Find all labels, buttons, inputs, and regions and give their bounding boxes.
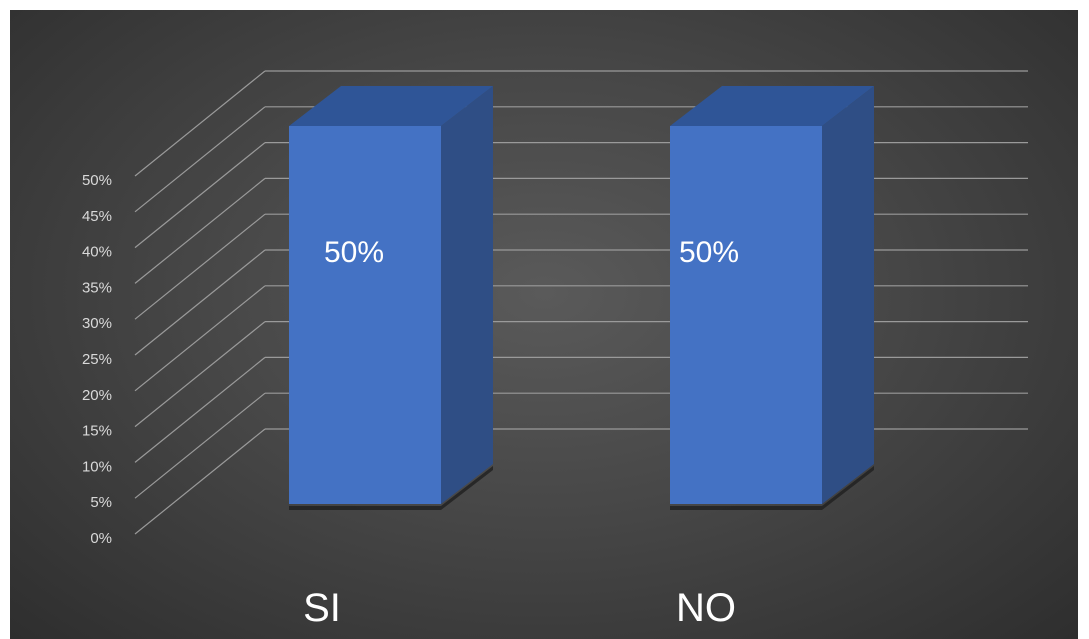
y-tick-label: 40% bbox=[82, 244, 112, 261]
plot-area bbox=[10, 10, 1078, 639]
gridline-side bbox=[134, 177, 266, 284]
gridline-side bbox=[134, 392, 266, 499]
gridline-side bbox=[134, 356, 266, 463]
gridline-side bbox=[134, 142, 266, 249]
y-tick-label: 30% bbox=[82, 315, 112, 332]
data-label: 50% bbox=[324, 236, 384, 269]
gridline-side bbox=[134, 249, 266, 356]
gridline-side bbox=[134, 213, 266, 320]
y-tick-label: 10% bbox=[82, 458, 112, 475]
bar-front-face bbox=[670, 126, 822, 504]
y-tick-label: 25% bbox=[82, 351, 112, 368]
y-tick-label: 45% bbox=[82, 208, 112, 225]
gridline-side bbox=[134, 70, 266, 177]
bar-side-face bbox=[822, 86, 874, 504]
y-tick-label: 20% bbox=[82, 387, 112, 404]
gridlines bbox=[134, 70, 1028, 535]
y-tick-label: 35% bbox=[82, 279, 112, 296]
gridline-side bbox=[134, 321, 266, 428]
y-tick-label: 0% bbox=[90, 530, 112, 547]
bar-front-face bbox=[289, 126, 441, 504]
y-tick-label: 15% bbox=[82, 423, 112, 440]
y-axis-ticks: 0% 5% 10% 15% 20% 25% 30% 35% 40% 45% 50% bbox=[82, 172, 112, 547]
y-tick-label: 50% bbox=[82, 172, 112, 189]
bar-top-face bbox=[289, 86, 493, 126]
bar-side-face bbox=[441, 86, 493, 504]
gridline-side bbox=[134, 428, 266, 535]
category-label-no: NO bbox=[676, 586, 736, 630]
bar-no bbox=[670, 86, 874, 510]
gridline-side bbox=[134, 285, 266, 392]
bar-top-face bbox=[670, 86, 874, 126]
bar-si bbox=[289, 86, 493, 510]
gridline-side bbox=[134, 106, 266, 213]
category-label-si: SI bbox=[303, 586, 341, 630]
category-labels: SI NO bbox=[303, 586, 736, 630]
data-label: 50% bbox=[679, 236, 739, 269]
bars: 50% 50% bbox=[289, 86, 874, 510]
y-tick-label: 5% bbox=[90, 494, 112, 511]
